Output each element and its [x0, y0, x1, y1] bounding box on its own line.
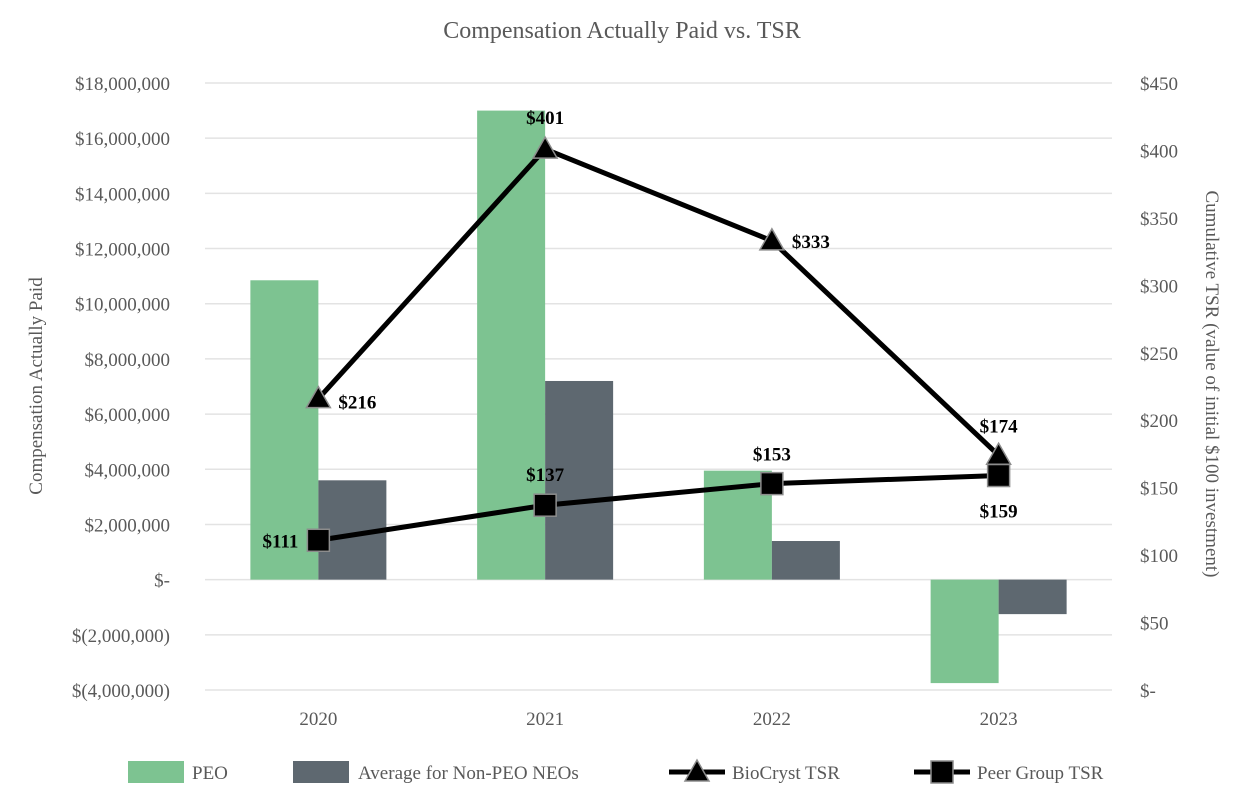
legend-peer-group-tsr: Peer Group TSR	[914, 760, 1104, 784]
marker-biocryst-2022	[758, 227, 786, 251]
y-tick-label: $10,000,000	[75, 295, 170, 316]
legend-label: Peer Group TSR	[977, 763, 1104, 784]
y2-tick-label: $300	[1140, 276, 1178, 297]
data-label-peer-2020: $111	[262, 531, 298, 552]
legend-label: PEO	[192, 763, 228, 784]
legend-label: Average for Non-PEO NEOs	[358, 763, 579, 784]
y2-axis-title: Cumulative TSR (value of initial $100 in…	[1201, 191, 1222, 578]
marker-peer-2022	[760, 471, 784, 496]
legend-square-marker	[930, 760, 954, 784]
legend-swatch	[128, 761, 184, 783]
marker-biocryst-2021	[531, 135, 559, 159]
y-tick-label: $12,000,000	[75, 240, 170, 261]
y2-tick-label: $200	[1140, 411, 1178, 432]
x-tick-label: 2020	[299, 709, 337, 730]
legend-swatch	[293, 761, 349, 783]
axes: $18,000,000 $16,000,000 $14,000,000 $12,000…	[72, 74, 1178, 730]
y-tick-label: $4,000,000	[85, 460, 171, 481]
y-axis-title: Compensation Actually Paid	[26, 277, 47, 495]
marker-peer-2020	[306, 528, 331, 553]
tsr-lines	[305, 135, 1012, 553]
data-label-biocryst-2022: $333	[792, 232, 830, 253]
y-tick-label: $8,000,000	[85, 350, 171, 371]
y-tick-label: $-	[154, 571, 170, 592]
y2-tick-label: $250	[1140, 344, 1178, 365]
y2-tick-label: $100	[1140, 546, 1178, 567]
data-label-biocryst-2021: $401	[526, 108, 564, 129]
bar-non-peo-neo-2022	[771, 541, 840, 580]
y2-tick-label: $450	[1140, 74, 1178, 95]
marker-peer-2023	[986, 463, 1011, 488]
y-tick-label: $18,000,000	[75, 74, 170, 95]
data-label-peer-2022: $153	[753, 445, 791, 466]
y2-tick-label: $-	[1140, 681, 1156, 702]
y-tick-label: $2,000,000	[85, 515, 171, 536]
data-label-peer-2021: $137	[526, 465, 565, 486]
bar-non-peo-neo-2021	[545, 380, 614, 580]
legend: PEO Average for Non-PEO NEOs BioCryst TSR P…	[128, 758, 1104, 784]
x-tick-label: 2021	[526, 709, 564, 730]
x-tick-label: 2023	[980, 709, 1018, 730]
y-tick-label: $(4,000,000)	[72, 681, 170, 702]
chart-title: Compensation Actually Paid vs. TSR	[443, 18, 801, 44]
legend-biocryst-tsr: BioCryst TSR	[669, 758, 840, 784]
marker-peer-2021	[533, 493, 557, 517]
data-label-biocryst-2020: $216	[338, 393, 376, 414]
y-tick-label: $14,000,000	[75, 184, 170, 205]
legend-label: BioCryst TSR	[732, 763, 840, 784]
line-biocryst-tsr	[316, 146, 1001, 458]
data-label-peer-2023: $159	[980, 502, 1018, 523]
data-labels: $216 $401 $333 $174 $111 $137 $153 $159	[262, 108, 1018, 552]
y2-tick-label: $350	[1140, 209, 1178, 230]
y2-tick-label: $150	[1140, 479, 1178, 500]
bar-non-peo-neo-2023	[998, 579, 1067, 615]
legend-triangle-marker	[683, 758, 711, 782]
line-peer-group-tsr	[317, 473, 999, 543]
legend-non-peo-neos: Average for Non-PEO NEOs	[293, 761, 579, 784]
y-tick-label: $6,000,000	[85, 405, 171, 426]
marker-biocryst-2020	[305, 385, 332, 409]
y2-tick-label: $400	[1140, 141, 1178, 162]
bar-peo-2023	[930, 579, 999, 684]
legend-peo: PEO	[128, 761, 228, 784]
y-tick-label: $16,000,000	[75, 129, 170, 150]
x-tick-label: 2022	[753, 709, 791, 730]
y-tick-label: $(2,000,000)	[72, 626, 170, 647]
data-label-biocryst-2023: $174	[980, 416, 1019, 437]
y2-tick-label: $50	[1140, 614, 1169, 635]
